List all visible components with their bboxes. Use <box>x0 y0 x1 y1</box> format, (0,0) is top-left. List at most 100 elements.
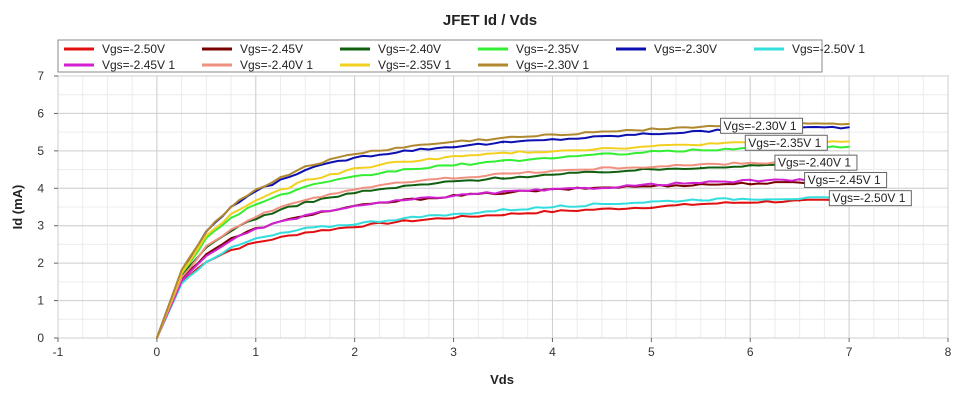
x-tick-label: -1 <box>53 345 64 359</box>
data-point <box>353 153 356 155</box>
data-point <box>230 249 232 251</box>
data-point <box>798 197 801 200</box>
data-point <box>650 165 653 168</box>
series-line <box>155 162 850 339</box>
y-tick-label: 0 <box>37 331 44 345</box>
series-line <box>155 198 850 339</box>
y-axis-ticks: 0 1 2 3 4 5 6 7 <box>37 69 58 345</box>
data-point <box>699 143 702 145</box>
data-point <box>254 238 257 240</box>
annotation-label: Vgs=-2.40V 1 <box>778 156 851 170</box>
data-point <box>551 206 554 208</box>
data-point <box>749 182 752 185</box>
series-line <box>155 196 850 339</box>
data-point <box>699 149 702 151</box>
data-point <box>403 220 405 223</box>
data-point <box>848 145 850 148</box>
data-point <box>304 168 307 171</box>
data-point <box>502 173 504 175</box>
x-axis-ticks: -1 0 1 2 3 4 5 6 7 8 <box>53 338 952 359</box>
data-point <box>601 171 603 173</box>
y-tick-label: 7 <box>37 69 44 83</box>
x-tick-label: 7 <box>846 345 853 359</box>
plot-area: Vgs=-2.30V 1 Vgs=-2.35V 1 Vgs=-2.40V 1 Vgs=… <box>57 75 949 339</box>
data-point <box>749 180 752 182</box>
data-point <box>798 181 801 184</box>
legend-label: Vgs=-2.35V <box>516 42 579 56</box>
data-point <box>798 200 801 202</box>
data-point <box>230 216 232 219</box>
y-tick-label: 2 <box>37 256 44 270</box>
data-point <box>230 247 232 249</box>
data-point <box>601 153 603 156</box>
data-point <box>353 225 356 228</box>
data-point <box>254 188 257 191</box>
legend-label: Vgs=-2.40V <box>378 42 441 56</box>
data-point <box>601 130 603 133</box>
x-tick-label: 5 <box>648 345 655 359</box>
data-point <box>650 206 653 208</box>
data-point <box>254 203 257 205</box>
data-point <box>230 205 232 208</box>
data-point <box>403 199 405 202</box>
x-tick-label: 1 <box>252 345 259 359</box>
data-point <box>205 260 208 263</box>
data-point <box>205 237 208 240</box>
data-point <box>502 191 504 193</box>
data-point <box>749 201 752 203</box>
annotation-label: Vgs=-2.45V 1 <box>808 173 881 187</box>
y-tick-label: 1 <box>37 294 44 308</box>
data-point <box>551 170 554 172</box>
data-point <box>403 160 405 163</box>
y-tick-label: 4 <box>37 181 44 195</box>
y-tick-label: 5 <box>37 144 44 158</box>
y-axis-label: Id (mA) <box>10 185 25 230</box>
data-point <box>304 198 307 201</box>
legend: Vgs=-2.50V Vgs=-2.45V Vgs=-2.40V Vgs=-2.35V… <box>57 39 865 73</box>
data-point <box>180 276 183 279</box>
data-point <box>353 223 356 225</box>
data-point <box>848 140 850 143</box>
data-point <box>650 132 653 135</box>
chart-title: JFET Id / Vds <box>443 12 537 29</box>
data-point <box>502 137 504 139</box>
data-point <box>304 180 307 182</box>
data-point <box>650 168 653 171</box>
data-point <box>601 167 603 170</box>
y-tick-label: 6 <box>37 106 44 120</box>
x-tick-label: 3 <box>450 345 457 359</box>
data-point <box>205 235 208 237</box>
data-point <box>650 183 653 186</box>
data-point <box>650 185 653 187</box>
x-tick-label: 4 <box>549 345 556 359</box>
annotation-box <box>720 117 804 134</box>
data-point <box>452 177 455 179</box>
data-point <box>551 174 554 176</box>
annotation-label: Vgs=-2.30V 1 <box>724 119 797 133</box>
legend-label: Vgs=-2.50V <box>102 42 165 56</box>
data-point <box>650 145 653 148</box>
data-point <box>205 252 208 255</box>
annotation-box <box>828 190 912 207</box>
data-point <box>254 241 257 244</box>
data-point <box>304 165 307 168</box>
data-point <box>551 156 554 159</box>
data-point <box>749 165 752 167</box>
data-point <box>551 188 554 191</box>
data-point <box>230 213 232 216</box>
data-point <box>601 203 603 205</box>
data-point <box>403 146 405 148</box>
annotation-box <box>744 134 828 151</box>
data-point <box>699 163 702 166</box>
data-point <box>403 185 405 188</box>
data-point <box>403 181 405 184</box>
legend-label: Vgs=-2.50V 1 <box>792 42 865 56</box>
data-point <box>304 227 307 230</box>
data-point <box>452 216 455 219</box>
data-point <box>403 217 405 220</box>
data-point <box>502 177 504 179</box>
annotations: Vgs=-2.30V 1 Vgs=-2.35V 1 Vgs=-2.40V 1 Vgs=… <box>720 117 912 207</box>
data-point <box>502 141 504 144</box>
data-point <box>699 181 702 184</box>
